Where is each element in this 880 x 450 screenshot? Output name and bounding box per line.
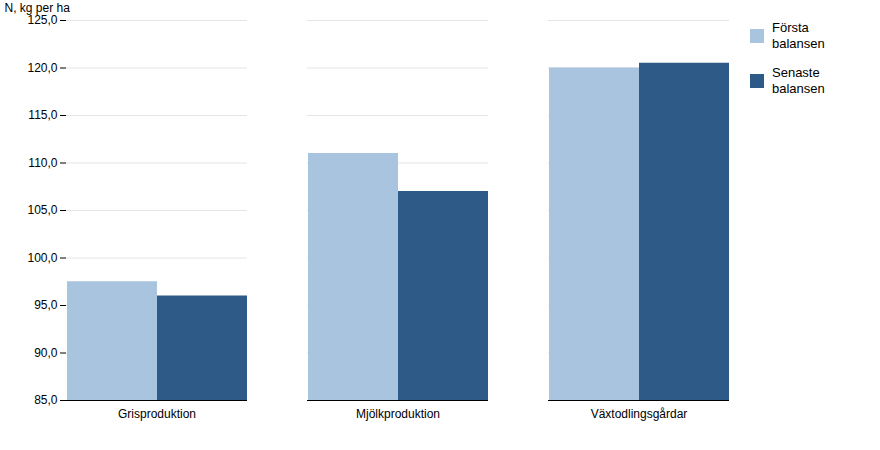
svg-text:Grisproduktion: Grisproduktion [118, 407, 196, 421]
svg-text:115,0: 115,0 [28, 108, 57, 122]
svg-text:N, kg per ha: N, kg per ha [5, 1, 71, 15]
svg-text:110,0: 110,0 [28, 156, 57, 170]
html-text:Senaste balansen: Senaste balansen [772, 65, 825, 96]
svg-text:100,0: 100,0 [27, 251, 57, 265]
html-text:Första balansen: Första balansen [772, 20, 825, 51]
svg-text:85,0: 85,0 [34, 393, 58, 407]
svg-text:120,0: 120,0 [27, 61, 57, 75]
svg-text:90,0: 90,0 [34, 346, 58, 360]
svg-text:125,0: 125,0 [27, 13, 57, 27]
svg-text:105,0: 105,0 [27, 203, 57, 217]
svg-text:Växtodlingsgårdar: Växtodlingsgårdar [591, 407, 688, 421]
svg-text:Mjölkproduktion: Mjölkproduktion [356, 407, 440, 421]
svg-text:95,0: 95,0 [34, 298, 58, 312]
